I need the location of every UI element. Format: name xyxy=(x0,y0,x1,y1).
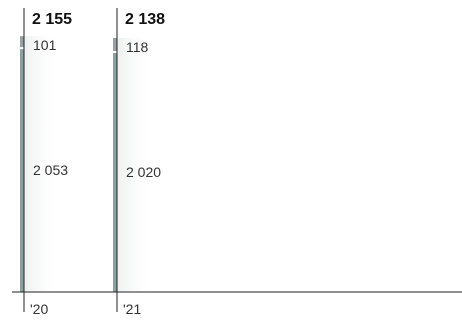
total-label-2: 2 138 xyxy=(125,11,165,28)
x-tick-label-2: '21 xyxy=(123,301,141,317)
bar-shadow-2 xyxy=(117,38,153,293)
bar-group xyxy=(20,8,153,312)
bar-shadow-1 xyxy=(24,36,60,292)
x-tick-label-1: '20 xyxy=(30,301,48,317)
label-group: 2 053 101 2 155 '20 2 020 118 2 138 '21 xyxy=(30,11,165,317)
bar-segment-2-2 xyxy=(113,38,117,53)
segment-label-1-1: 2 053 xyxy=(33,162,68,178)
bar-segment-1-2 xyxy=(20,36,24,49)
segment-gap-2 xyxy=(113,51,117,54)
segment-gap-1 xyxy=(20,47,24,50)
segment-label-2-2: 118 xyxy=(126,39,149,55)
bar-segment-2-1 xyxy=(113,52,117,292)
segment-label-1-2: 101 xyxy=(33,37,57,53)
bar-segment-1-1 xyxy=(20,48,24,292)
segment-label-2-1: 2 020 xyxy=(126,164,161,180)
total-label-1: 2 155 xyxy=(32,11,72,28)
